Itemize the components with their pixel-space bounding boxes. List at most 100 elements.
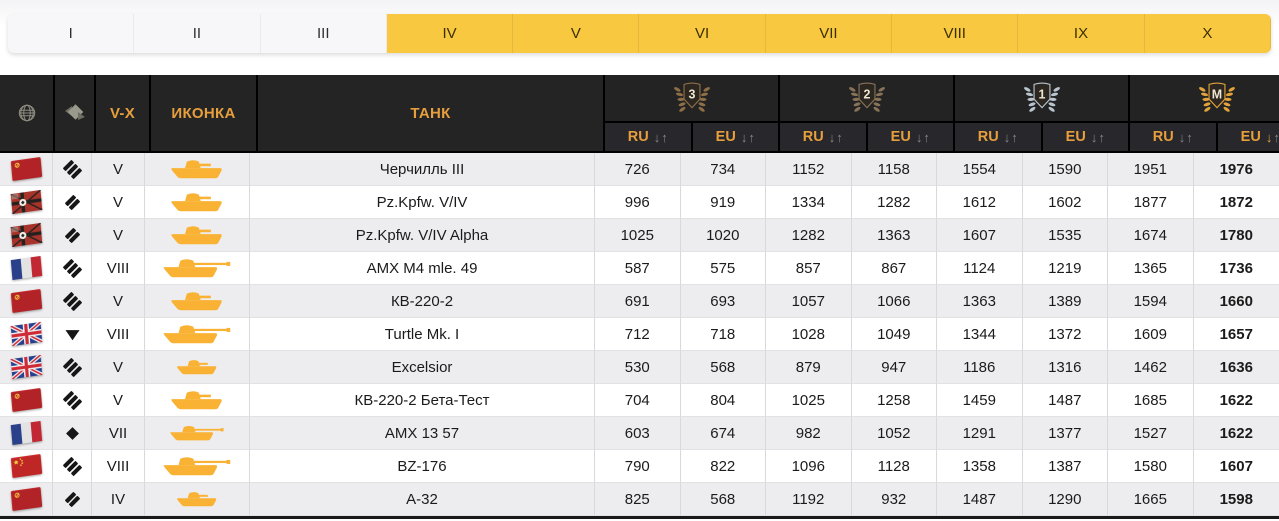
- value-cell: 1363: [937, 285, 1023, 318]
- table-row[interactable]: IV А-32 825 568 1192 932 1487 1290 1665 1598: [0, 483, 1279, 516]
- tier-cell: V: [92, 219, 145, 252]
- sort-ru-medal-M[interactable]: RU ↓ ↑: [1130, 123, 1216, 151]
- tank-name[interactable]: Черчилль III: [250, 153, 595, 186]
- tank-name[interactable]: КВ-220-2: [250, 285, 595, 318]
- class-medium-icon: [62, 489, 83, 510]
- tank-icon-cell: [145, 417, 250, 450]
- table-row[interactable]: VIII AMX M4 mle. 49 587 575 857 867 1124 1219…: [0, 252, 1279, 285]
- tier-tab-v[interactable]: V: [513, 14, 640, 53]
- table-row[interactable]: V КВ-220-2 691 693 1057 1066 1363 1389 1594 166…: [0, 285, 1279, 318]
- value-cell: 857: [766, 252, 852, 285]
- flag-ussr-icon: [10, 388, 42, 412]
- nation-flag: [0, 285, 53, 318]
- sort-eu-medal-1[interactable]: EU ↓ ↑: [1042, 123, 1128, 151]
- tank-name[interactable]: Pz.Kpfw. V/IV: [250, 186, 595, 219]
- tank-silhouette-icon: [166, 190, 228, 214]
- sort-eu-medal-3[interactable]: EU ↓ ↑: [692, 123, 778, 151]
- icon-column-header[interactable]: ИКОНКА: [151, 75, 256, 151]
- table-row[interactable]: V Excelsior 530 568 879 947 1186 1316 1462 1636: [0, 351, 1279, 384]
- value-cell: 1780: [1193, 219, 1279, 252]
- tank-name[interactable]: Excelsior: [250, 351, 595, 384]
- sort-ru-medal-1[interactable]: RU ↓ ↑: [955, 123, 1041, 151]
- tier-tab-iii[interactable]: III: [261, 14, 387, 53]
- tank-name[interactable]: AMX M4 mle. 49: [250, 252, 595, 285]
- vehicle-class-icon: [53, 285, 92, 318]
- tier-column-header[interactable]: V-X: [96, 75, 149, 151]
- sort-asc-icon[interactable]: ↑: [1273, 129, 1279, 145]
- sort-eu-medal-M[interactable]: EU ↓ ↑: [1217, 123, 1279, 151]
- sort-desc-icon[interactable]: ↓: [1003, 129, 1011, 145]
- ru-label: RU: [627, 129, 649, 145]
- value-cell: 1872: [1193, 186, 1279, 219]
- tier-tab-vii[interactable]: VII: [765, 14, 893, 53]
- nation-flag: [0, 450, 53, 483]
- tank-icon-cell: [145, 219, 250, 252]
- sort-asc-icon[interactable]: ↑: [1011, 129, 1018, 145]
- table-row[interactable]: V Pz.Kpfw. V/IV Alpha 1025 1020 1282 1363 16…: [0, 219, 1279, 252]
- table-row[interactable]: V КВ-220-2 Бета-Тест 704 804 1025 1258 1459 1…: [0, 384, 1279, 417]
- tank-name[interactable]: AMX 13 57: [250, 417, 595, 450]
- value-cell: 1066: [851, 285, 937, 318]
- sort-desc-icon[interactable]: ↓: [653, 129, 661, 145]
- value-cell: 932: [851, 483, 937, 516]
- class-column-header[interactable]: [55, 75, 94, 151]
- sort-asc-icon[interactable]: ↑: [1098, 129, 1105, 145]
- marks-table: V-X ИКОНКА ТАНК 3 RU ↓ ↑ EU ↓ ↑ 2 RU ↓ ↑ EU ↓ ↑ 1 RU ↓ ↑ E…: [0, 75, 1279, 519]
- medal-M-header[interactable]: M: [1130, 75, 1279, 121]
- sort-ru-medal-2[interactable]: RU ↓ ↑: [780, 123, 866, 151]
- table-row[interactable]: VIII BZ-176 790 822 1096 1128 1358 1387 1580 16…: [0, 450, 1279, 483]
- medal-3-header[interactable]: 3: [605, 75, 778, 121]
- nation-flag: [0, 417, 53, 450]
- nation-column-header[interactable]: [0, 75, 53, 151]
- tank-name[interactable]: Turtle Mk. I: [250, 318, 595, 351]
- value-cell: 1192: [766, 483, 852, 516]
- value-cell: 1976: [1193, 153, 1279, 186]
- sort-asc-icon[interactable]: ↑: [748, 129, 755, 145]
- flag-uk-icon: [10, 322, 42, 346]
- medal-2-header[interactable]: 2: [780, 75, 953, 121]
- table-row[interactable]: V Черчилль III 726 734 1152 1158 1554 1590 195…: [0, 153, 1279, 186]
- sort-asc-icon[interactable]: ↑: [836, 129, 843, 145]
- tank-name[interactable]: А-32: [250, 483, 595, 516]
- vehicle-class-icon: [53, 483, 92, 516]
- sort-asc-icon[interactable]: ↑: [661, 129, 668, 145]
- sort-desc-icon[interactable]: ↓: [740, 129, 748, 145]
- sort-desc-icon[interactable]: ↓: [1090, 129, 1098, 145]
- value-cell: 712: [595, 318, 681, 351]
- tank-name[interactable]: КВ-220-2 Бета-Тест: [250, 384, 595, 417]
- value-cell: 1674: [1108, 219, 1194, 252]
- sort-desc-icon[interactable]: ↓: [828, 129, 836, 145]
- value-cell: 1622: [1193, 417, 1279, 450]
- medal-1-header[interactable]: 1: [955, 75, 1128, 121]
- tier-tab-ix[interactable]: IX: [1018, 14, 1145, 53]
- sort-eu-medal-2[interactable]: EU ↓ ↑: [867, 123, 953, 151]
- flag-germany-icon: [10, 190, 42, 214]
- tier-tab-iv[interactable]: IV: [386, 14, 514, 53]
- tier-tab-vi[interactable]: VI: [639, 14, 766, 53]
- tier-tab-ii[interactable]: II: [134, 14, 261, 53]
- sort-asc-icon[interactable]: ↑: [923, 129, 930, 145]
- table-row[interactable]: V Pz.Kpfw. V/IV 996 919 1334 1282 1612 1602 18…: [0, 186, 1279, 219]
- sort-desc-icon[interactable]: ↓: [915, 129, 923, 145]
- tier-tab-viii[interactable]: VIII: [892, 14, 1019, 53]
- value-cell: 1607: [1193, 450, 1279, 483]
- table-row[interactable]: VIII Turtle Mk. I 712 718 1028 1049 1344 1372…: [0, 318, 1279, 351]
- tank-name[interactable]: BZ-176: [250, 450, 595, 483]
- tank-name[interactable]: Pz.Kpfw. V/IV Alpha: [250, 219, 595, 252]
- tank-column-header[interactable]: ТАНК: [258, 75, 603, 151]
- tier-tab-x[interactable]: X: [1144, 14, 1271, 53]
- value-cell: 1598: [1193, 483, 1279, 516]
- tank-silhouette-icon: [166, 157, 228, 181]
- sort-desc-icon[interactable]: ↓: [1178, 129, 1186, 145]
- value-cell: 1057: [766, 285, 852, 318]
- nation-flag: [0, 483, 53, 516]
- value-cell: 726: [595, 153, 681, 186]
- sort-desc-icon[interactable]: ↓: [1265, 129, 1273, 145]
- table-row[interactable]: VII AMX 13 57 603 674 982 1052 1291 1377 1527 1…: [0, 417, 1279, 450]
- vehicle-class-icon: [53, 450, 92, 483]
- tier-tab-i[interactable]: I: [8, 14, 135, 53]
- nation-flag: [0, 219, 53, 252]
- sort-ru-medal-3[interactable]: RU ↓ ↑: [605, 123, 691, 151]
- sort-asc-icon[interactable]: ↑: [1186, 129, 1193, 145]
- tank-header-label: ТАНК: [410, 104, 451, 122]
